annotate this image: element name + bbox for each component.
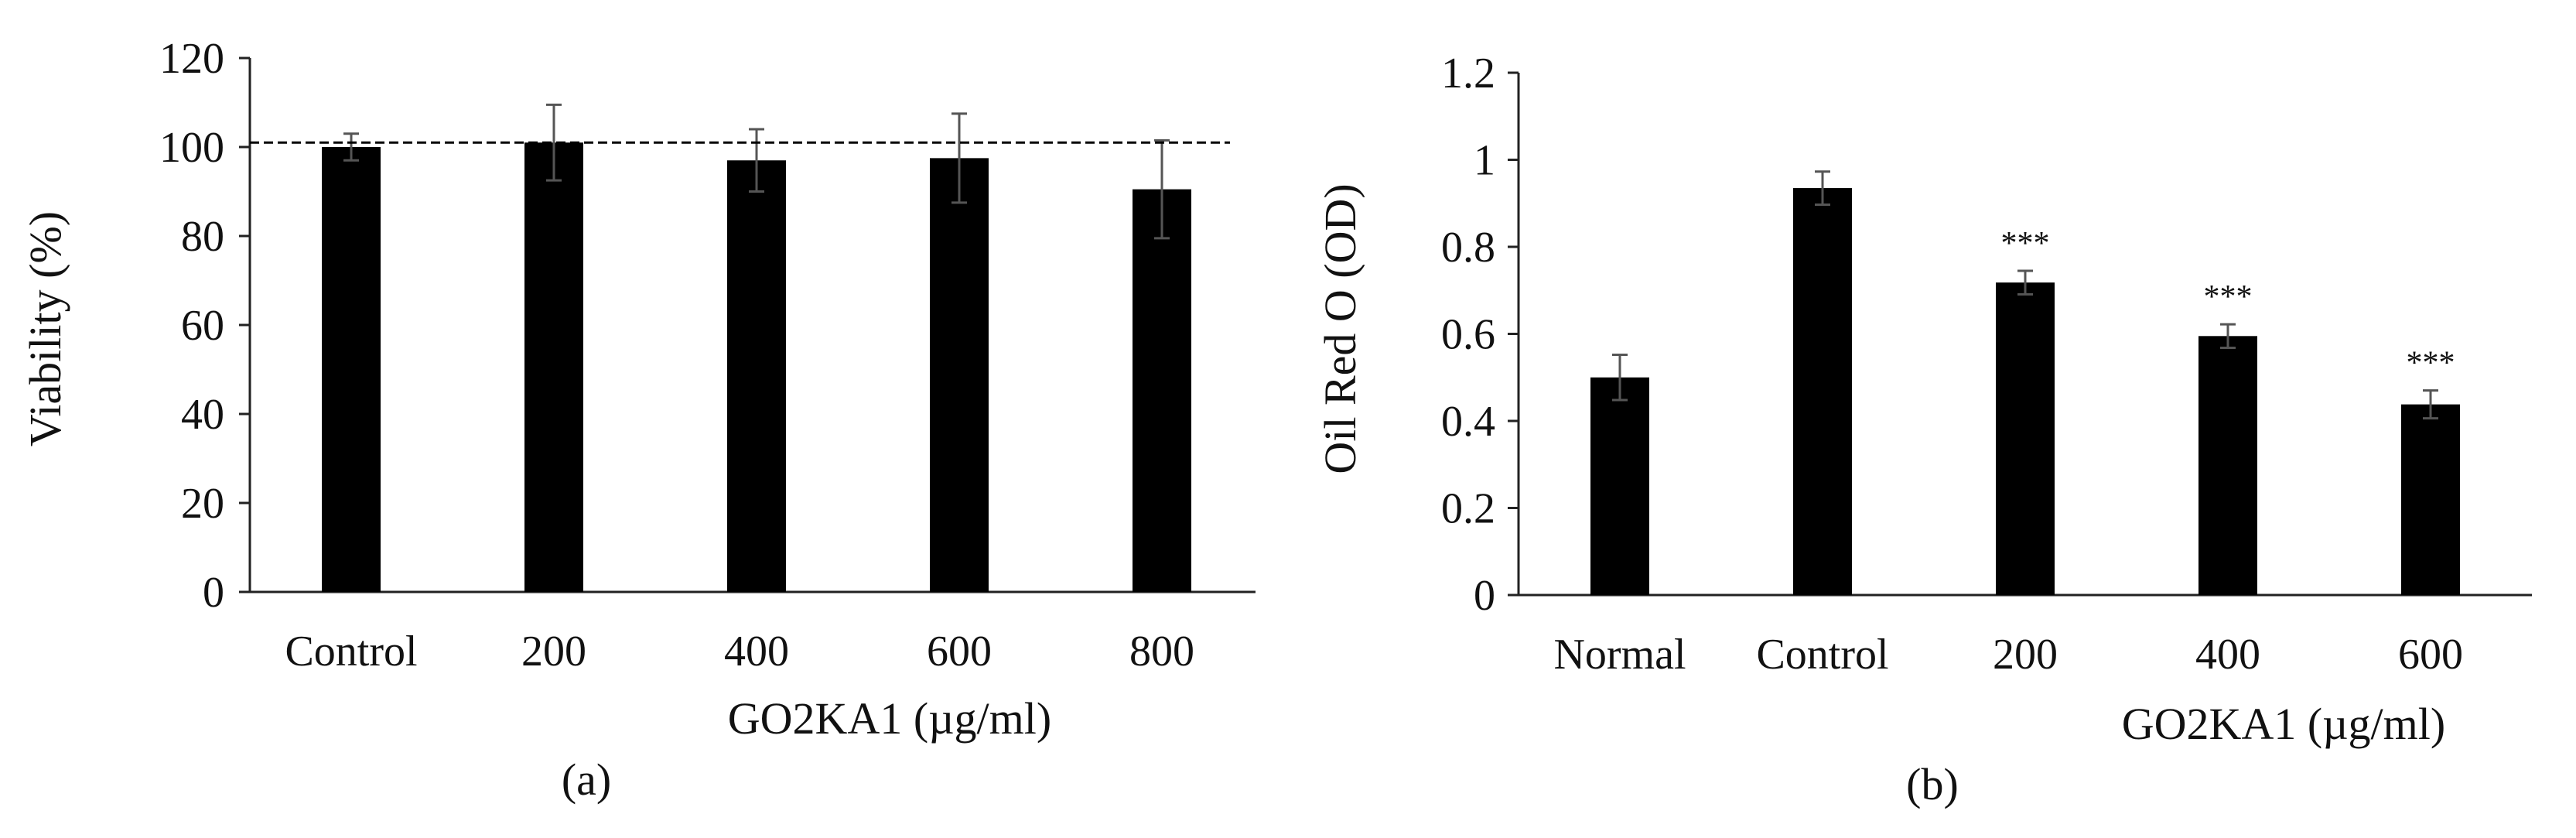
- error-bar: [343, 132, 359, 162]
- error-bar: [546, 103, 562, 182]
- bar-control: [1793, 188, 1852, 595]
- bar-800: [1133, 189, 1191, 592]
- x-tick-label: 400: [2195, 631, 2260, 679]
- error-bar: [1612, 354, 1628, 402]
- x-tick-label: 600: [2398, 631, 2463, 679]
- y-tick-label: 1: [1474, 137, 1495, 185]
- x-axis-title: GO2KA1 (µg/ml): [728, 693, 1051, 744]
- y-tick-label: 0: [203, 569, 224, 617]
- y-tick-label: 0.8: [1441, 224, 1495, 272]
- bar-normal: [1590, 377, 1649, 595]
- x-tick-label: Normal: [1553, 631, 1686, 679]
- y-tick-label: 120: [159, 35, 224, 83]
- error-bar: [951, 112, 967, 204]
- x-tick-label: Control: [285, 628, 417, 676]
- x-tick-label: 200: [1993, 631, 2058, 679]
- y-tick-label: 60: [181, 302, 224, 350]
- panel-a-viability-chart: 0 20 40 60 80 100 120 Control 200 400 600 800 Viabil…: [20, 35, 1256, 805]
- y-tick-label: 1.2: [1441, 50, 1495, 97]
- bar-400: [727, 160, 786, 592]
- y-tick-label: 40: [181, 391, 224, 439]
- y-axis-title: Viability (%): [20, 211, 70, 446]
- bar-control: [322, 147, 381, 592]
- error-bar: [2017, 269, 2033, 296]
- significance-marker: ***: [2204, 279, 2253, 315]
- x-tick-label: Control: [1756, 631, 1888, 679]
- x-tick-label: 600: [927, 628, 992, 676]
- x-tick-label: 200: [521, 628, 586, 676]
- x-tick-label: 800: [1129, 628, 1194, 676]
- bar-600: [930, 158, 989, 592]
- error-bar: [2220, 323, 2236, 349]
- y-tick-label: 20: [181, 480, 224, 528]
- x-axis-title: GO2KA1 (µg/ml): [2122, 699, 2445, 749]
- error-bar: [749, 128, 764, 193]
- bar-200: [524, 142, 583, 592]
- bar-600: [2401, 404, 2460, 595]
- x-tick-label: 400: [724, 628, 789, 676]
- y-tick-label: 0.4: [1441, 398, 1495, 446]
- error-bar: [2423, 389, 2438, 420]
- y-axis-title: Oil Red O (OD): [1315, 183, 1365, 474]
- y-tick-label: 0: [1474, 572, 1495, 620]
- significance-marker: ***: [2407, 346, 2455, 381]
- panel-b-oil-red-o-chart: 0 0.2 0.4 0.6 0.8 1 1.2 Normal Control 200 *** 400 *…: [1315, 50, 2532, 809]
- bar-200: [1996, 282, 2055, 595]
- bar-400: [2198, 336, 2257, 595]
- y-tick-label: 80: [181, 213, 224, 261]
- error-bar: [1154, 139, 1170, 240]
- y-tick-label: 100: [159, 124, 224, 172]
- significance-marker: ***: [2001, 226, 2050, 262]
- error-bar: [1815, 170, 1830, 206]
- y-tick-label: 0.2: [1441, 485, 1495, 533]
- y-tick-label: 0.6: [1441, 311, 1495, 359]
- panel-label: (b): [1906, 759, 1959, 809]
- panel-label: (a): [562, 754, 611, 805]
